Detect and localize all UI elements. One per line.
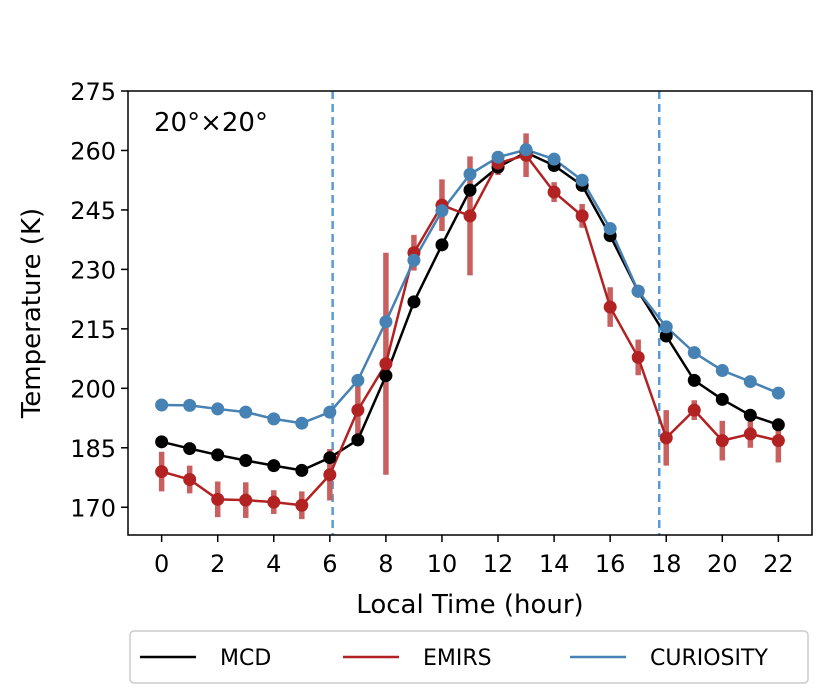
data-point-emirs xyxy=(211,492,225,506)
data-point-emirs xyxy=(183,473,197,486)
y-tick-label: 170 xyxy=(70,494,116,522)
data-point-mcd xyxy=(771,418,785,432)
data-point-emirs xyxy=(323,468,337,482)
data-point-emirs xyxy=(603,300,617,314)
data-point-emirs xyxy=(379,357,393,371)
data-point-mcd xyxy=(323,451,337,465)
data-point-curiosity xyxy=(771,386,785,400)
data-point-emirs xyxy=(463,209,477,223)
data-point-mcd xyxy=(659,329,673,343)
y-tick-label: 230 xyxy=(70,256,116,284)
data-point-curiosity xyxy=(519,143,533,157)
y-tick-label: 200 xyxy=(70,375,116,403)
data-point-emirs xyxy=(771,434,785,448)
y-tick-label: 245 xyxy=(70,197,116,225)
data-point-curiosity xyxy=(239,405,253,419)
x-tick-label: 8 xyxy=(378,550,393,578)
region-annotation: 20°×20° xyxy=(154,108,268,138)
plot-frame xyxy=(127,90,813,536)
data-point-mcd xyxy=(211,448,225,462)
data-point-mcd xyxy=(295,463,309,477)
data-point-emirs xyxy=(295,498,309,512)
legend-label-curiosity: CURIOSITY xyxy=(650,646,768,671)
x-axis-label: Local Time (hour) xyxy=(356,590,583,620)
x-tick-label: 16 xyxy=(595,550,626,578)
data-point-curiosity xyxy=(463,167,477,181)
data-point-curiosity xyxy=(155,398,169,412)
x-tick-label: 2 xyxy=(210,550,225,578)
data-point-emirs xyxy=(631,350,645,364)
data-point-mcd xyxy=(463,183,477,197)
data-point-curiosity xyxy=(183,398,197,412)
y-axis-label: Temperature (K) xyxy=(17,208,47,419)
data-point-mcd xyxy=(239,453,253,467)
data-point-curiosity xyxy=(547,152,561,166)
data-point-curiosity xyxy=(435,204,449,218)
data-point-emirs xyxy=(575,209,589,223)
y-tick-label: 260 xyxy=(70,137,116,165)
data-point-emirs xyxy=(743,427,757,441)
data-point-emirs xyxy=(239,493,253,507)
y-tick-label: 185 xyxy=(70,435,116,463)
data-point-curiosity xyxy=(603,222,617,236)
data-point-mcd xyxy=(743,408,757,422)
x-tick-label: 6 xyxy=(322,550,337,578)
data-point-curiosity xyxy=(659,320,673,334)
data-point-mcd xyxy=(267,459,281,473)
data-point-curiosity xyxy=(351,373,365,387)
data-point-curiosity xyxy=(407,253,421,267)
data-point-emirs xyxy=(715,434,729,448)
data-point-mcd xyxy=(715,392,729,406)
data-point-curiosity xyxy=(267,412,281,426)
x-tick-label: 18 xyxy=(651,550,682,578)
legend: MCD EMIRS CURIOSITY xyxy=(129,630,809,684)
data-point-curiosity xyxy=(575,173,589,187)
x-tick-label: 12 xyxy=(483,550,514,578)
data-point-mcd xyxy=(351,433,365,447)
data-point-curiosity xyxy=(295,416,309,430)
x-tick-label: 22 xyxy=(763,550,794,578)
x-tick-label: 20 xyxy=(707,550,738,578)
data-point-mcd xyxy=(407,295,421,309)
data-point-emirs xyxy=(687,403,701,417)
data-point-emirs xyxy=(547,185,561,199)
legend-label-mcd: MCD xyxy=(220,646,271,671)
data-point-curiosity xyxy=(715,363,729,377)
series-points xyxy=(155,143,785,512)
x-tick-label: 14 xyxy=(539,550,570,578)
data-point-emirs xyxy=(659,431,673,445)
legend-label-emirs: EMIRS xyxy=(423,646,492,671)
data-point-mcd xyxy=(435,238,449,252)
y-tick-label: 275 xyxy=(70,78,116,106)
data-point-mcd xyxy=(183,442,197,456)
data-point-mcd xyxy=(687,373,701,387)
data-point-emirs xyxy=(351,403,365,417)
data-point-curiosity xyxy=(211,402,225,416)
x-tick-label: 4 xyxy=(266,550,281,578)
legend-box xyxy=(129,630,809,684)
data-point-curiosity xyxy=(743,375,757,389)
data-point-curiosity xyxy=(323,405,337,419)
x-tick-label: 10 xyxy=(427,550,458,578)
data-point-mcd xyxy=(379,369,393,383)
data-point-curiosity xyxy=(491,150,505,164)
axis-ticks: 0 2 4 6 8 10 12 14 16 18 20 22 170 185 200 215 230 245 260… xyxy=(70,78,793,578)
data-point-mcd xyxy=(155,435,169,449)
data-point-emirs xyxy=(155,465,169,479)
data-point-emirs xyxy=(267,495,281,509)
y-tick-label: 215 xyxy=(70,316,116,344)
x-tick-label: 0 xyxy=(154,550,169,578)
data-point-curiosity xyxy=(631,284,645,298)
data-point-curiosity xyxy=(687,346,701,360)
data-point-curiosity xyxy=(379,315,393,329)
